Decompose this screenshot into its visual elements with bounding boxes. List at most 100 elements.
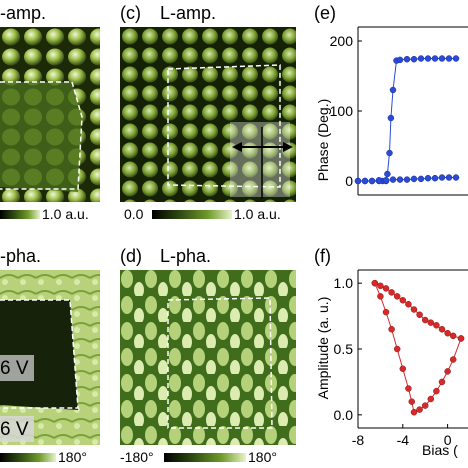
chart-e-series-0-point-6 [384,170,391,178]
chart-f-series-0-point-5 [399,297,407,304]
chart-e-ytick-label-0: 0 [345,173,353,189]
chart-f-series-1-point-11 [399,365,407,372]
chart-e-series-1-point-11 [375,177,383,184]
colorbar-d-phase [164,453,246,462]
chart-f-series-1-point-10 [405,385,412,392]
chart-f-series-0-point-14 [449,332,457,340]
panel-e-phase-chart: Phase (Deg.) 0 100 200 [315,26,468,196]
colorbar-d-min-label: -180° [120,449,154,465]
chart-f-series-1-point-7 [416,406,423,413]
panel-b-title: -pha. [0,246,42,266]
chart-f-series-0-point-13 [444,329,451,337]
chart-f-series-0-point-7 [410,306,418,313]
chart-e-series-1-point-6 [410,175,418,183]
chart-f-series-1-point-9 [408,398,416,405]
chart-e-ytick-label-1: 100 [330,103,354,119]
chart-f-series-1-point-5 [427,395,435,403]
chart-e-series-0-line [358,58,456,182]
chart-e-series-0-point-19 [452,55,460,62]
chart-f-ylabel: Amplitude (a. u.) [315,297,331,400]
chart-e-series-0-point-14 [417,55,425,62]
chart-e-series-1-point-0 [452,174,460,181]
panel-c-letter: (c) [120,3,141,23]
chart-f-series-0-point-8 [416,311,423,319]
chart-e-series-0-point-15 [424,55,432,62]
panel-c-title: L-amp. [160,3,217,23]
chart-e-series-0-point-17 [438,55,446,62]
chart-f-series-0-point-3 [388,289,395,296]
colorbar-c-min-label: 0.0 [124,206,144,222]
colorbar-a-amplitude [0,210,40,219]
colorbar-b-phase [0,453,56,462]
panel-b-phase-map [0,270,100,445]
chart-f-series-1-point-15 [377,293,384,300]
colorbar-d-max-label: 180° [248,449,277,465]
chart-f-ytick-label-1: 0.5 [334,341,354,357]
chart-e-series-0-point-8 [387,114,395,122]
chart-f-ytick-label-0: 0.0 [334,407,354,423]
chart-f-series-1-point-16 [371,279,379,287]
panel-f-letter: (f) [314,246,331,266]
panel-c-amplitude-image [120,27,296,202]
panel-d-phase-image [120,270,296,445]
chart-e-series-0-point-16 [431,55,439,62]
chart-f-series-0-point-6 [405,300,412,308]
chart-f-series-0-point-2 [382,285,390,292]
chart-f-series-1-line [374,282,462,413]
bias-annotation-bottom: 6 V [0,419,29,440]
panel-c-amplitude-map [120,27,296,202]
chart-f-ytick-label-2: 1.0 [334,275,354,291]
chart-e-series-1-point-2 [438,174,446,181]
chart-e-series-1-point-3 [431,174,439,182]
chart-e-series-0-point-13 [410,55,418,63]
chart-e-series-1-point-4 [424,174,432,182]
panel-a-amplitude-map [0,27,100,202]
chart-e-series-1-point-10 [382,177,390,184]
chart-f-series-1-point-3 [438,378,446,386]
chart-f-series-0-point-4 [393,293,401,300]
chart-f-series-0-point-11 [433,322,440,329]
chart-f-series-1-point-6 [421,402,429,409]
chart-e-series-1-point-8 [396,176,404,183]
chart-f-series-1-point-4 [433,387,440,395]
chart-f-xtick-label-2: 0 [444,432,452,448]
chart-f-series-1-point-0 [457,335,465,342]
chart-e-series-1-point-14 [354,177,362,185]
colorbar-c-amplitude [152,210,232,219]
bias-annotation-top: 6 V [0,358,29,379]
chart-e-ytick-label-2: 200 [330,33,354,49]
colorbar-a-max-label: 1.0 a.u. [42,206,89,222]
panel-a-amplitude-image [0,27,100,202]
chart-f-series-1-point-8 [410,408,418,416]
chart-e-series-0-point-18 [445,55,453,62]
chart-e-series-0-point-11 [396,56,404,64]
chart-e-series-1-point-12 [368,177,376,185]
chart-f-series-1-point-14 [382,308,390,316]
chart-e-series-1-point-9 [389,176,397,183]
chart-e-series-1-point-1 [445,174,453,181]
panel-f-amplitude-chart: Amplitude (a. u.) Bias ( 0.0 0.5 1.0 -8 -4 0 [315,269,468,458]
chart-f-series-0-point-1 [377,282,384,290]
chart-e-series-1-point-7 [403,176,411,183]
chart-e-ylabel: Phase (Deg.) [315,99,331,181]
chart-f-xlabel: Bias ( [422,442,458,458]
chart-e-series-0-point-9 [389,86,397,94]
chart-e-series-1-point-13 [361,177,369,185]
chart-f-series-1-point-12 [393,345,401,353]
chart-f-series-1-point-13 [388,326,395,333]
panel-d-title: L-pha. [160,246,212,266]
panel-e-letter: (e) [314,3,336,23]
chart-e-series-0-point-12 [403,55,411,63]
chart-f-series-0-line [374,282,462,339]
chart-e-series-1-point-5 [417,175,425,183]
chart-f-xtick-label-1: -4 [397,432,410,448]
panel-d-letter: (d) [120,246,142,266]
chart-e-series-0-point-7 [386,149,393,157]
chart-f-series-0-point-9 [421,316,429,324]
colorbar-c-max-label: 1.0 a.u. [234,206,281,222]
chart-f-series-0-point-12 [438,326,446,333]
panel-b-phase-image [0,270,100,445]
panel-d-phase-map [120,270,296,445]
colorbar-b-max-label: 180° [58,449,87,465]
chart-f-series-0-point-10 [427,319,435,326]
